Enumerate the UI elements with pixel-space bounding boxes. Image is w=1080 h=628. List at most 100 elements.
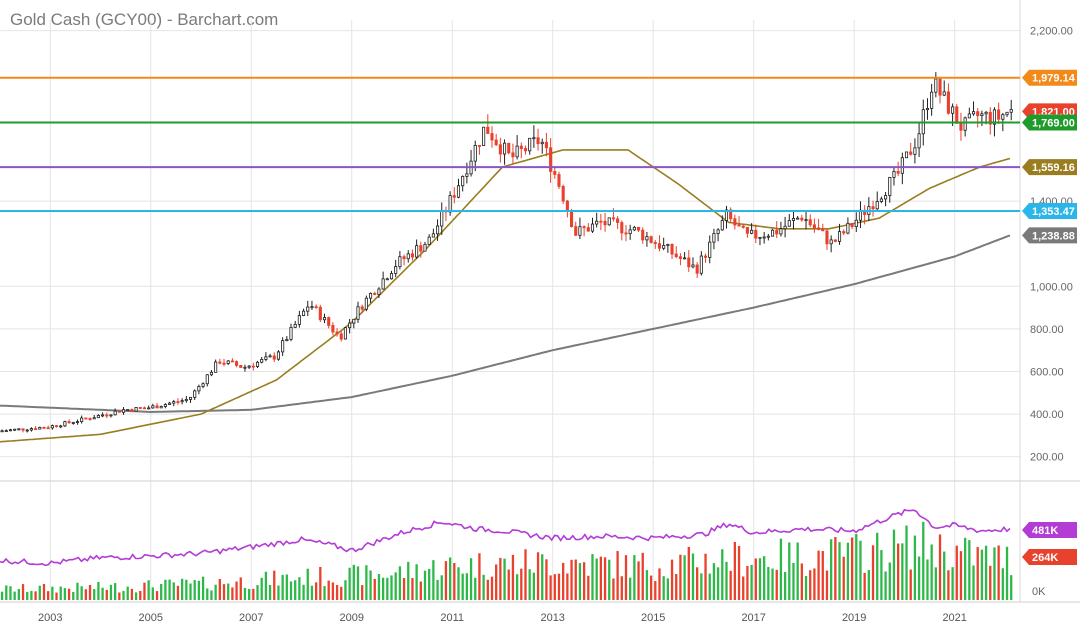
volume-bar [373, 578, 376, 600]
volume-bar [884, 571, 887, 600]
candle-body [582, 226, 586, 229]
volume-bar [842, 556, 845, 600]
candle-body [46, 427, 50, 430]
candle-body [343, 327, 347, 340]
volume-bar [520, 568, 523, 600]
volume-bar [448, 557, 452, 600]
candle-body [821, 229, 825, 232]
candle-body [264, 356, 268, 360]
volume-bar [432, 560, 435, 600]
volume-bar [231, 587, 234, 600]
volume-bar [913, 535, 917, 600]
candle-body [226, 360, 230, 364]
volume-bar [310, 585, 314, 600]
volume-bar [323, 586, 326, 600]
volume-bar [5, 585, 8, 600]
candle-body [13, 428, 17, 431]
candle-body [519, 145, 523, 149]
volume-bar [76, 582, 79, 600]
svg-text:1,769.00: 1,769.00 [1032, 117, 1075, 129]
volume-bar [930, 544, 933, 600]
volume-bar [457, 567, 460, 600]
candle-body [494, 139, 498, 146]
volume-bar [160, 583, 163, 600]
candle-body [712, 233, 716, 243]
volume-bar [943, 551, 946, 600]
candle-body [360, 306, 364, 310]
volume-bar [180, 578, 184, 600]
candle-body [812, 224, 816, 229]
candle-body [385, 278, 389, 281]
volume-bar [465, 573, 469, 600]
candle-body [687, 257, 691, 268]
candle-body [134, 407, 138, 412]
candle-body [871, 206, 875, 210]
volume-bar [825, 570, 829, 600]
candle-body [528, 137, 532, 152]
candle-body [976, 111, 980, 117]
candle-body [247, 365, 251, 368]
volume-bar [461, 573, 464, 600]
candle-body [84, 417, 88, 420]
volume-tag: 264K [1022, 549, 1077, 565]
volume-bar [566, 573, 569, 600]
candle-body [4, 430, 8, 433]
candle-body [595, 220, 599, 225]
ma-short-line [0, 149, 1011, 443]
volume-bar [298, 577, 301, 600]
volume-bar [80, 586, 83, 600]
volume-bar [574, 559, 577, 600]
volume-bar [398, 566, 402, 600]
volume-bar [436, 579, 439, 600]
volume-bar [88, 584, 92, 600]
x-tick-label: 2011 [440, 612, 464, 624]
volume-bar [620, 576, 623, 600]
volume-bar [365, 565, 368, 600]
candle-body [750, 229, 754, 234]
candle-body [130, 409, 134, 412]
volume-bar [428, 568, 431, 600]
candle-body [574, 226, 578, 236]
candle-body [620, 222, 624, 234]
volume-bar [788, 542, 791, 600]
volume-bar [335, 584, 339, 600]
volume-bar [976, 547, 979, 600]
volume-bar [662, 576, 665, 600]
volume-bar [901, 543, 904, 600]
volume-bar [716, 567, 720, 600]
candle-body [25, 429, 29, 432]
candle-body [553, 171, 557, 175]
volume-bar [763, 556, 766, 600]
candle-body [909, 151, 913, 155]
candle-body [197, 385, 201, 392]
volume-bar [340, 586, 343, 600]
candle-body [758, 236, 762, 239]
candle-body [331, 325, 335, 333]
volume-bar [281, 574, 284, 600]
volume-bar [800, 563, 803, 600]
volume-bar [989, 565, 992, 600]
volume-bar [603, 557, 607, 600]
volume-bar [214, 584, 217, 600]
candle-body [101, 414, 105, 417]
price-tag: 1,559.16 [1022, 159, 1077, 176]
candle-body [63, 421, 67, 427]
volume-bar [880, 550, 883, 600]
volume-bar [327, 580, 330, 600]
candle-body [482, 126, 486, 146]
candle-body [440, 210, 444, 227]
candle-body [741, 225, 745, 228]
volume-bar [591, 554, 594, 600]
candle-body [188, 396, 193, 400]
candle-body [230, 360, 234, 363]
candle-body [431, 233, 435, 238]
svg-text:1,238.88: 1,238.88 [1032, 230, 1075, 242]
candle-body [716, 229, 720, 234]
volume-bar [197, 580, 201, 600]
volume-bar [708, 573, 711, 600]
volume-bar [344, 580, 347, 600]
volume-bar [352, 564, 355, 600]
candle-body [691, 264, 695, 268]
candle-body [959, 123, 963, 131]
